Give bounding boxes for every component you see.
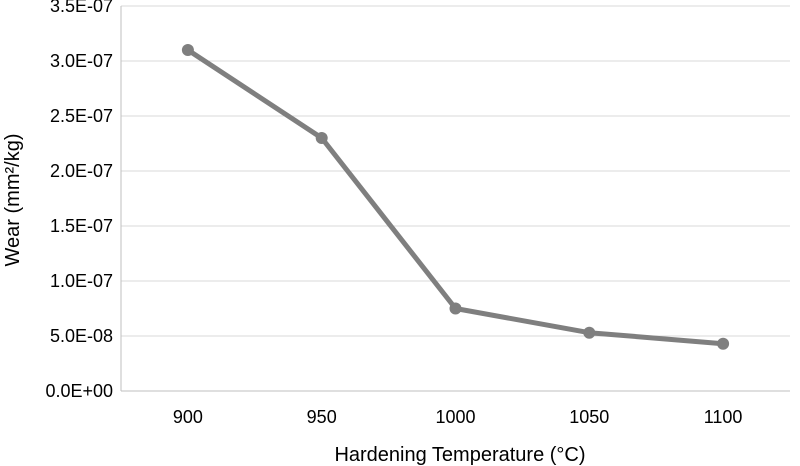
gridlines	[121, 5, 790, 337]
y-tick-label: 1.5E-07	[50, 216, 113, 236]
data-point	[181, 44, 194, 56]
x-tick-label: 950	[307, 407, 337, 427]
data-point	[717, 337, 730, 350]
data-point	[315, 132, 328, 144]
y-tick-label: 0.0E+00	[45, 381, 113, 401]
x-tick-label: 1050	[569, 407, 609, 427]
data-point	[449, 302, 462, 315]
y-tick-labels: 0.0E+00 5.0E-08 1.0E-07 1.5E-07 2.0E-07 2.5E-…	[45, 0, 113, 401]
y-tick-label: 2.5E-07	[50, 106, 113, 126]
y-tick-label: 3.5E-07	[50, 0, 113, 16]
data-point	[583, 326, 596, 339]
x-axis-title: Hardening Temperature (°C)	[334, 444, 585, 466]
x-tick-labels: 900 950 1000 1050 1100	[173, 407, 743, 427]
y-tick-label: 3.0E-07	[50, 51, 113, 71]
series	[181, 44, 730, 350]
axes	[120, 6, 790, 392]
y-tick-label: 2.0E-07	[50, 161, 113, 181]
x-tick-label: 1000	[435, 407, 475, 427]
x-tick-label: 1100	[704, 407, 743, 427]
series-line	[185, 47, 726, 347]
y-tick-label: 1.0E-07	[50, 271, 113, 291]
x-tick-label: 900	[173, 407, 203, 427]
y-axis-title: Wear (mm²/kg)	[2, 134, 24, 267]
y-tick-label: 5.0E-08	[50, 326, 113, 346]
